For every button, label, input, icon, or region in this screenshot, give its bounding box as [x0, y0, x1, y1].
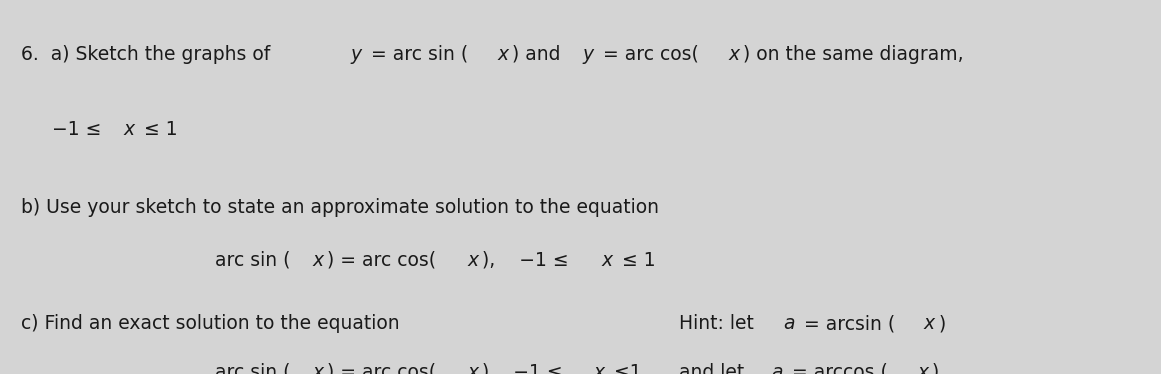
Text: arc sin (: arc sin (: [215, 251, 290, 270]
Text: x: x: [924, 314, 935, 333]
Text: y: y: [583, 45, 593, 64]
Text: = arc cos(: = arc cos(: [597, 45, 699, 64]
Text: ) = arc cos(: ) = arc cos(: [326, 251, 435, 270]
Text: = arccos (: = arccos (: [786, 363, 888, 374]
Text: ) on the same diagram,: ) on the same diagram,: [743, 45, 964, 64]
Text: −1 ≤: −1 ≤: [52, 120, 108, 139]
Text: y: y: [351, 45, 361, 64]
Text: ≤1: ≤1: [608, 363, 659, 374]
Text: x: x: [468, 363, 478, 374]
Text: x: x: [728, 45, 740, 64]
Text: arc sin (: arc sin (: [215, 363, 290, 374]
Text: x: x: [312, 363, 323, 374]
Text: a: a: [771, 363, 783, 374]
Text: x: x: [917, 363, 929, 374]
Text: ) and: ) and: [512, 45, 567, 64]
Text: Hint: let: Hint: let: [679, 314, 760, 333]
Text: and let: and let: [679, 363, 750, 374]
Text: c) Find an exact solution to the equation: c) Find an exact solution to the equatio…: [21, 314, 399, 333]
Text: ),   −1 ≤: ), −1 ≤: [482, 363, 569, 374]
Text: a: a: [784, 314, 795, 333]
Text: x: x: [601, 251, 612, 270]
Text: x: x: [468, 251, 478, 270]
Text: ≤ 1: ≤ 1: [138, 120, 178, 139]
Text: x: x: [312, 251, 323, 270]
Text: x: x: [498, 45, 509, 64]
Text: ),    −1 ≤: ), −1 ≤: [482, 251, 575, 270]
Text: = arc sin (: = arc sin (: [365, 45, 468, 64]
Text: ): ): [932, 363, 939, 374]
Text: ≤ 1: ≤ 1: [615, 251, 655, 270]
Text: 6.  a) Sketch the graphs of: 6. a) Sketch the graphs of: [21, 45, 276, 64]
Text: x: x: [124, 120, 135, 139]
Text: x: x: [593, 363, 605, 374]
Text: = arcsin (: = arcsin (: [799, 314, 895, 333]
Text: ) = arc cos(: ) = arc cos(: [326, 363, 435, 374]
Text: ): ): [938, 314, 945, 333]
Text: b) Use your sketch to state an approximate solution to the equation: b) Use your sketch to state an approxima…: [21, 198, 659, 217]
